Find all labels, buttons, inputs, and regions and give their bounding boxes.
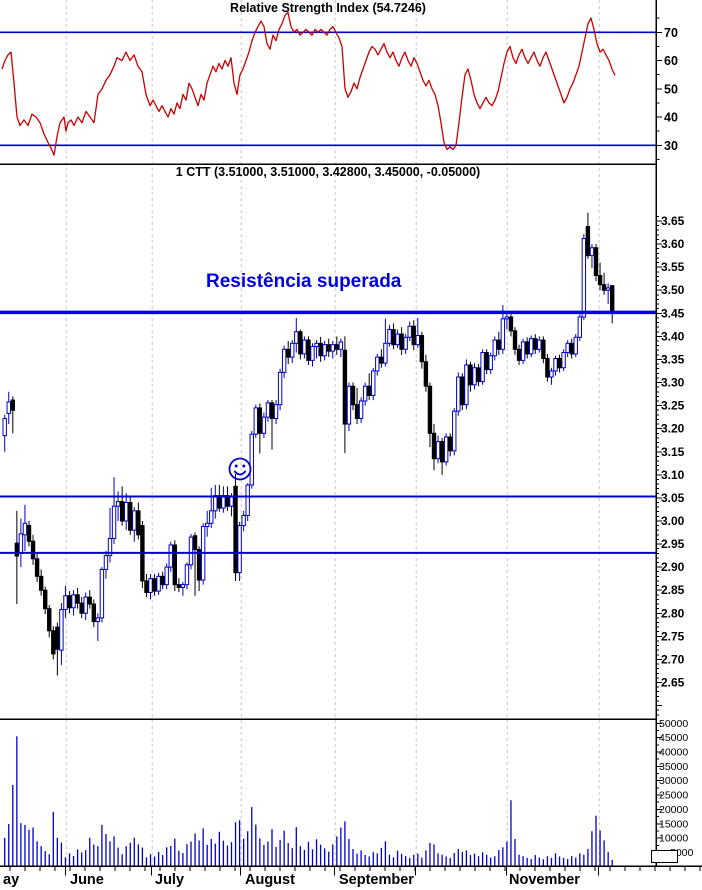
month-label: ay bbox=[3, 872, 19, 888]
price-axis-label: 3.15 bbox=[661, 445, 685, 459]
resistance-annotation: Resistência superada bbox=[206, 271, 402, 292]
price-axis-label: 3.10 bbox=[661, 468, 685, 482]
volume-axis-label: 50000 bbox=[659, 718, 688, 730]
price-axis-label: 2.80 bbox=[661, 606, 685, 620]
volume-axis-label: 35000 bbox=[659, 761, 688, 773]
rsi-plot-area[interactable] bbox=[0, 0, 656, 164]
support-resistance-lines bbox=[0, 310, 656, 554]
month-label: September bbox=[339, 872, 414, 888]
rsi-panel-title: Relative Strength Index (54.7246) bbox=[230, 1, 426, 15]
price-axis-label: 3.00 bbox=[661, 514, 685, 528]
price-axis-label: 3.05 bbox=[661, 491, 685, 505]
price-axis-label: 3.35 bbox=[661, 352, 685, 366]
price-axis-label: 2.85 bbox=[661, 583, 685, 597]
volume-axis-label: 15000 bbox=[659, 818, 688, 830]
volume-plot-area[interactable] bbox=[0, 719, 656, 866]
volume-axis-label: 10000 bbox=[659, 833, 688, 845]
smiley-icon bbox=[228, 457, 252, 481]
axis-labels: 70 60 50 40 30 3.65 3.60 3.55 3.50 3.45 3.40 3.35 3.… bbox=[3, 26, 694, 888]
volume-axis-label: 25000 bbox=[659, 790, 688, 802]
price-axis-label: 3.25 bbox=[661, 399, 685, 413]
month-gridlines bbox=[65, 0, 600, 866]
rsi-axis-label: 40 bbox=[664, 111, 678, 125]
month-label: November bbox=[509, 872, 580, 888]
volume-multiplier-box bbox=[651, 850, 678, 863]
price-axis-label: 3.40 bbox=[661, 329, 685, 343]
month-label: June bbox=[70, 872, 104, 888]
price-axis-label: 2.90 bbox=[661, 560, 685, 574]
rsi-axis-label: 50 bbox=[664, 82, 678, 96]
month-label: August bbox=[245, 872, 295, 888]
price-axis-label: 2.95 bbox=[661, 537, 685, 551]
volume-axis-label: 20000 bbox=[659, 804, 688, 816]
rsi-line bbox=[1, 11, 616, 156]
price-axis-label: 2.70 bbox=[661, 652, 685, 666]
rsi-axis-label: 60 bbox=[664, 54, 678, 68]
axis-ticks bbox=[9, 17, 701, 876]
price-axis-label: 3.60 bbox=[661, 237, 685, 251]
volume-axis-label: 30000 bbox=[659, 775, 688, 787]
month-label: July bbox=[155, 872, 184, 888]
price-plot-area[interactable] bbox=[0, 164, 656, 719]
price-axis-label: 3.65 bbox=[661, 214, 685, 228]
rsi-axis-label: 30 bbox=[664, 139, 678, 153]
rsi-axis-label: 70 bbox=[664, 26, 678, 40]
price-panel-title: 1 CTT (3.51000, 3.51000, 3.42800, 3.4500… bbox=[175, 165, 481, 179]
volume-axis-label: 40000 bbox=[659, 747, 688, 759]
price-axis-label: 2.65 bbox=[661, 676, 685, 690]
price-axis-label: 3.50 bbox=[661, 283, 685, 297]
price-axis-label: 3.20 bbox=[661, 422, 685, 436]
price-axis-label: 3.55 bbox=[661, 260, 685, 274]
price-axis-label: 3.30 bbox=[661, 376, 685, 390]
volume-axis-label: 45000 bbox=[659, 732, 688, 744]
volume-bars bbox=[4, 736, 613, 866]
price-axis-label: 3.45 bbox=[661, 306, 685, 320]
price-axis-label: 2.75 bbox=[661, 629, 685, 643]
